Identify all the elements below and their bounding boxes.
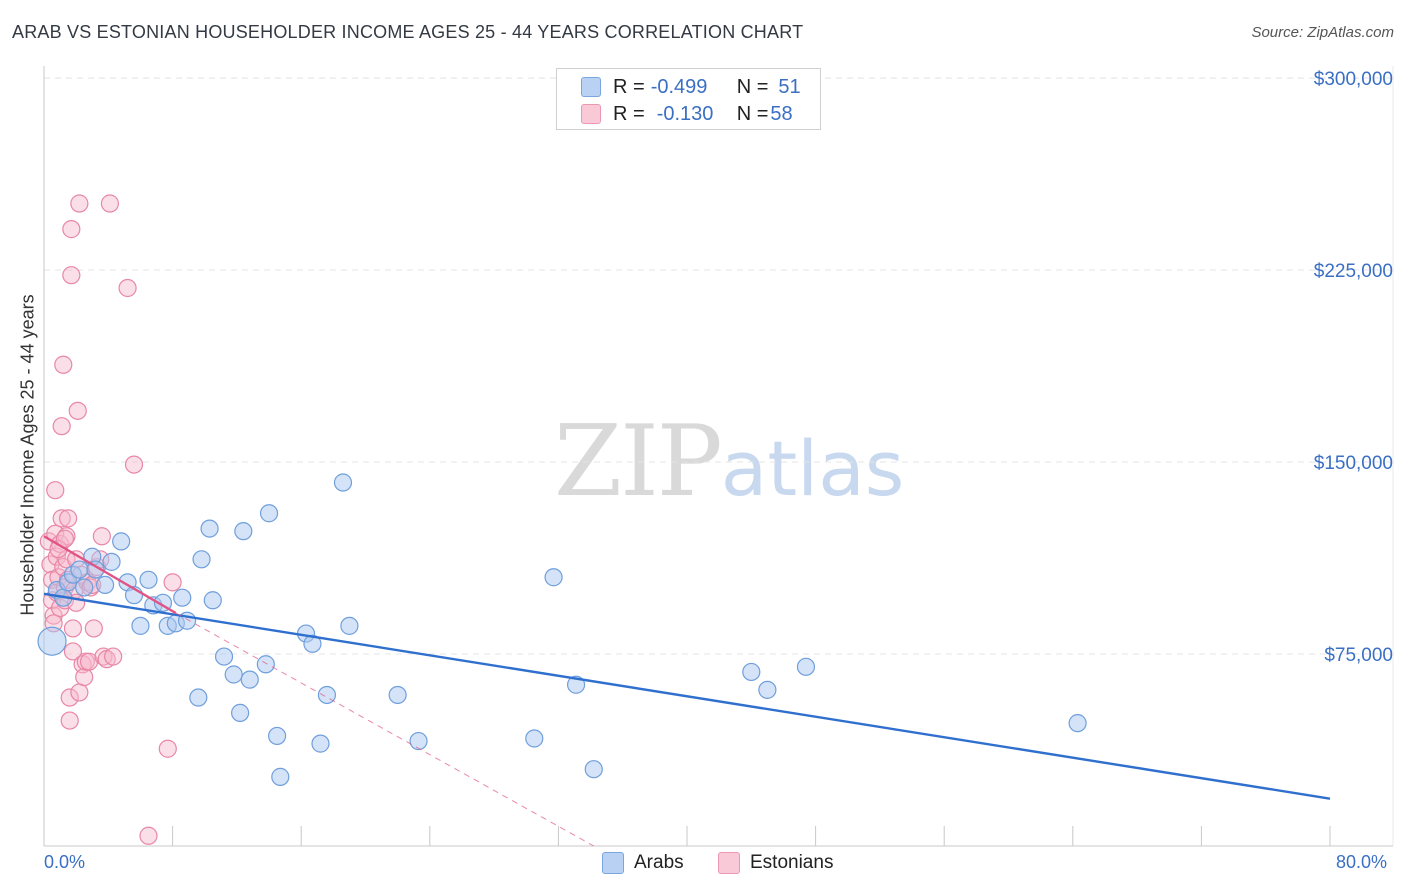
estonians-legend-swatch-icon <box>718 852 740 874</box>
estonian-point <box>62 220 81 239</box>
arab-point <box>224 665 243 684</box>
arab-point <box>70 560 89 579</box>
estonian-point <box>62 266 81 285</box>
arab-point <box>1068 714 1087 733</box>
estonian-point <box>52 509 71 528</box>
arab-point <box>203 591 222 610</box>
arab-point <box>102 552 121 571</box>
arab-point <box>173 588 192 607</box>
arab-point <box>584 760 603 779</box>
arab-point <box>231 703 250 722</box>
arab-point <box>112 532 131 551</box>
estonian-point <box>68 401 87 420</box>
estonian-point <box>92 527 111 546</box>
arab-point <box>303 634 322 653</box>
arab-point <box>758 680 777 699</box>
correlation-legend: R = -0.499 N = 51 R = -0.130 N = 58 <box>556 68 821 130</box>
estonian-point <box>163 573 182 592</box>
estonian-point <box>124 455 144 474</box>
estonian-point <box>70 194 89 213</box>
estonian-point <box>75 667 94 687</box>
legend-row-arabs: R = -0.499 N = 51 <box>581 75 801 99</box>
arab-point <box>192 550 211 569</box>
arab-swatch-icon <box>581 77 601 97</box>
estonian-point <box>63 642 83 661</box>
legend-arab-n-label: N = <box>736 75 769 98</box>
arab-point <box>566 675 586 694</box>
arab-point <box>796 657 816 676</box>
estonian-point <box>118 278 137 298</box>
legend-estonian-n-value: 58 <box>770 102 793 125</box>
arab-point <box>189 688 208 707</box>
arab-point <box>311 734 330 753</box>
y-tick-label: $150,000 <box>1314 453 1393 474</box>
arab-point <box>86 560 105 579</box>
legend-estonian-n-label: N = <box>736 102 769 125</box>
estonian-point <box>59 509 78 528</box>
estonian-point <box>46 481 65 500</box>
legend-label-estonians: Estonians <box>750 852 834 873</box>
legend-label-arabs: Arabs <box>634 852 684 873</box>
arab-point <box>240 670 259 689</box>
estonian-point <box>52 417 71 436</box>
estonian-point <box>63 619 83 638</box>
legend-estonian-r-value: -0.130 <box>656 102 714 125</box>
arab-point <box>256 655 275 674</box>
arab-point <box>131 616 150 635</box>
arab-point <box>267 726 287 746</box>
arab-trend-line <box>43 592 1331 800</box>
arabs-legend-swatch-icon <box>602 852 624 874</box>
arab-point <box>200 519 219 538</box>
estonian-point <box>60 711 79 730</box>
estonian-point <box>60 688 79 707</box>
arab-point <box>271 767 290 786</box>
estonian-point <box>104 647 123 666</box>
zipatlas-watermark: ZIPatlas <box>554 405 904 519</box>
series-legend: Arabs Estonians <box>0 852 1406 878</box>
arab-point <box>409 731 428 751</box>
y-axis-title: Householder Income Ages 25 - 44 years <box>17 294 38 616</box>
estonian-trend-extension <box>175 612 595 847</box>
legend-arab-n-value: 51 <box>778 75 801 98</box>
x-axis-max-label: 80.0% <box>1336 852 1388 872</box>
estonian-swatch-icon <box>581 104 601 124</box>
legend-item-estonians: Estonians <box>718 852 833 874</box>
legend-item-arabs: Arabs <box>602 852 684 874</box>
x-axis-min-label: 0.0% <box>44 852 86 872</box>
y-tick-label: $75,000 <box>1324 645 1393 666</box>
legend-row-estonians: R = -0.130 N = 58 <box>581 102 793 126</box>
arab-point <box>214 647 234 666</box>
arab-point <box>333 473 353 492</box>
arab-point <box>340 616 359 635</box>
arab-point <box>75 578 94 597</box>
arab-point <box>388 685 407 705</box>
y-tick-label: $300,000 <box>1314 69 1393 90</box>
chart-title: ARAB VS ESTONIAN HOUSEHOLDER INCOME AGES… <box>12 22 804 42</box>
arab-point <box>742 662 761 682</box>
estonian-trend-line <box>43 535 177 615</box>
legend-arab-r-label: R = <box>613 75 645 98</box>
estonian-point <box>100 194 120 213</box>
estonian-point <box>158 739 177 758</box>
estonian-point <box>139 826 158 845</box>
arab-point <box>95 575 115 595</box>
legend-estonian-r-label: R = <box>613 102 645 125</box>
arab-point <box>139 570 158 589</box>
estonian-point <box>94 647 113 666</box>
arab-point <box>259 504 279 523</box>
y-tick-label: $225,000 <box>1314 261 1393 282</box>
chart-source: Source: ZipAtlas.com <box>1251 24 1394 41</box>
arab-point <box>234 522 253 541</box>
arab-point <box>544 568 563 587</box>
estonian-point <box>84 619 103 638</box>
arab-point <box>525 729 544 748</box>
estonian-point <box>79 652 99 671</box>
arab-point <box>37 626 67 656</box>
estonian-point <box>54 355 73 374</box>
estonian-point <box>70 683 89 702</box>
legend-arab-r-value: -0.499 <box>650 75 708 98</box>
watermark-atlas-text: atlas <box>720 424 905 513</box>
